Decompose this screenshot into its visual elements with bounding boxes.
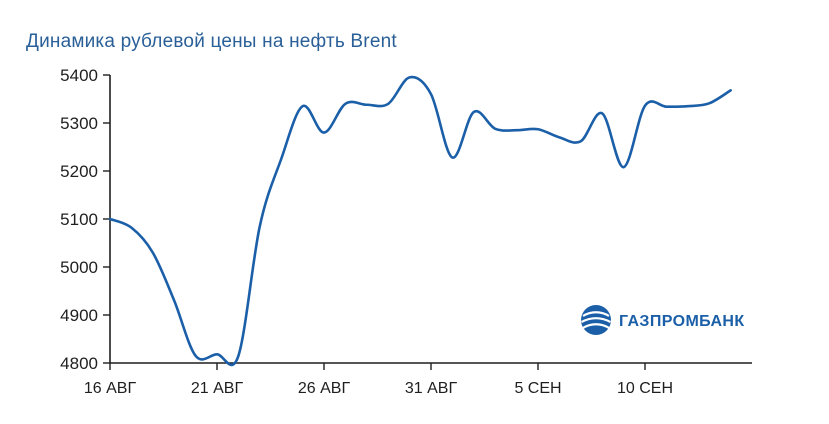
x-tick-label: 16 АВГ [84,380,137,397]
x-tick-label: 10 СЕН [617,380,673,397]
y-tick-label: 5300 [60,114,98,133]
brand-globe-icon [580,305,612,335]
y-tick-label: 5100 [60,210,98,229]
x-axis: 16 АВГ 21 АВГ 26 АВГ 31 АВГ 5 СЕН 10 СЕН [84,362,752,397]
x-tick-label: 31 АВГ [405,380,458,397]
chart-title: Динамика рублевой цены на нефть Brent [26,31,397,52]
series-group [108,75,732,367]
y-tick-label: 5200 [60,162,98,181]
x-tick-label: 5 СЕН [514,380,561,397]
y-tick-label: 4900 [60,306,98,325]
y-tick-label: 5000 [60,258,98,277]
brand-logo: ГАЗПРОМБАНК [580,305,745,335]
brand-name: ГАЗПРОМБАНК [619,313,745,330]
y-tick-label: 4800 [60,354,98,373]
y-tick-label: 5400 [60,66,98,85]
series-line-0 [108,75,732,367]
x-tick-label: 21 АВГ [191,380,244,397]
y-axis: 4800 4900 5000 5100 5200 5300 5400 [60,66,111,373]
x-tick-label: 26 АВГ [298,380,351,397]
